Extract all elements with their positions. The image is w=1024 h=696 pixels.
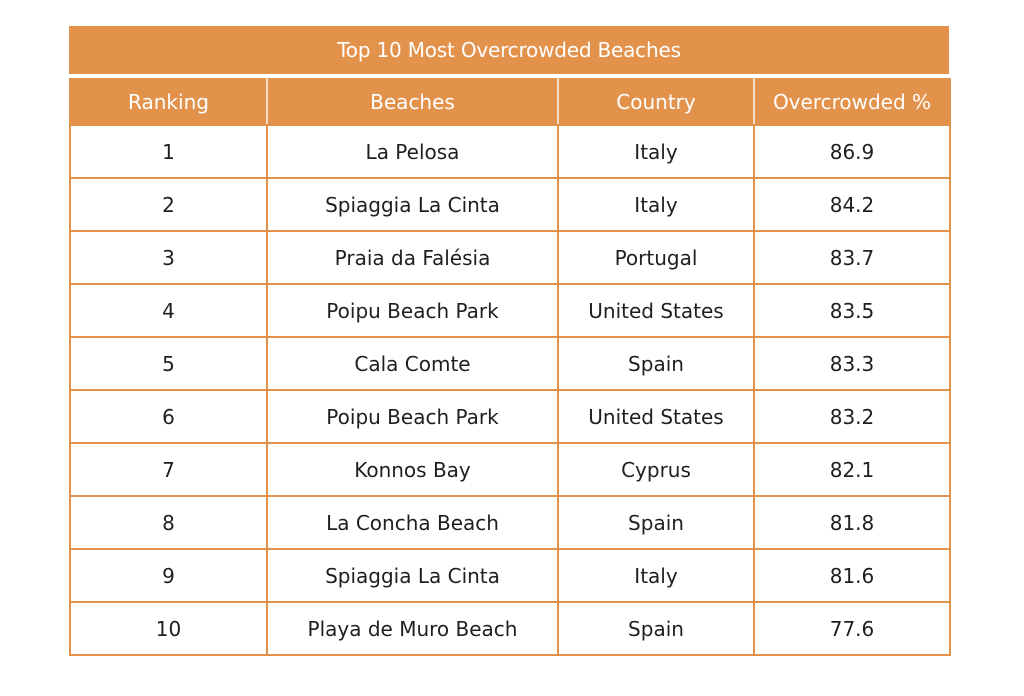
cell-overcrowded: 86.9 xyxy=(753,124,951,179)
table-row: 8 La Concha Beach Spain 81.8 xyxy=(69,495,951,550)
cell-country: Spain xyxy=(557,336,755,391)
cell-beach: Poipu Beach Park xyxy=(266,283,559,338)
cell-beach: Spiaggia La Cinta xyxy=(266,177,559,232)
cell-beach: Konnos Bay xyxy=(266,442,559,497)
table-body: 1 La Pelosa Italy 86.9 2 Spiaggia La Cinta Ita… xyxy=(69,124,951,656)
cell-country: Italy xyxy=(557,124,755,179)
cell-beach: Playa de Muro Beach xyxy=(266,601,559,656)
cell-overcrowded: 84.2 xyxy=(753,177,951,232)
cell-ranking: 2 xyxy=(69,177,268,232)
cell-overcrowded: 77.6 xyxy=(753,601,951,656)
cell-overcrowded: 82.1 xyxy=(753,442,951,497)
cell-ranking: 9 xyxy=(69,548,268,603)
cell-ranking: 7 xyxy=(69,442,268,497)
cell-ranking: 1 xyxy=(69,124,268,179)
cell-beach: Poipu Beach Park xyxy=(266,389,559,444)
table-row: 2 Spiaggia La Cinta Italy 84.2 xyxy=(69,177,951,232)
table-row: 10 Playa de Muro Beach Spain 77.6 xyxy=(69,601,951,656)
header-row: Ranking Beaches Country Overcrowded % xyxy=(69,78,951,126)
cell-ranking: 4 xyxy=(69,283,268,338)
column-header-overcrowded: Overcrowded % xyxy=(753,78,951,126)
cell-ranking: 5 xyxy=(69,336,268,391)
table-row: 1 La Pelosa Italy 86.9 xyxy=(69,124,951,179)
table-row: 7 Konnos Bay Cyprus 82.1 xyxy=(69,442,951,497)
cell-country: United States xyxy=(557,283,755,338)
overcrowded-beaches-table-container: Top 10 Most Overcrowded Beaches Ranking … xyxy=(69,26,951,656)
cell-country: United States xyxy=(557,389,755,444)
table-title: Top 10 Most Overcrowded Beaches xyxy=(69,26,949,74)
cell-overcrowded: 81.8 xyxy=(753,495,951,550)
cell-country: Spain xyxy=(557,495,755,550)
table-row: 3 Praia da Falésia Portugal 83.7 xyxy=(69,230,951,285)
table-row: 5 Cala Comte Spain 83.3 xyxy=(69,336,951,391)
cell-beach: Praia da Falésia xyxy=(266,230,559,285)
cell-overcrowded: 83.3 xyxy=(753,336,951,391)
cell-ranking: 8 xyxy=(69,495,268,550)
cell-country: Italy xyxy=(557,548,755,603)
cell-beach: La Pelosa xyxy=(266,124,559,179)
cell-overcrowded: 81.6 xyxy=(753,548,951,603)
cell-country: Spain xyxy=(557,601,755,656)
table-row: 4 Poipu Beach Park United States 83.5 xyxy=(69,283,951,338)
cell-beach: Spiaggia La Cinta xyxy=(266,548,559,603)
cell-country: Portugal xyxy=(557,230,755,285)
table-row: 9 Spiaggia La Cinta Italy 81.6 xyxy=(69,548,951,603)
cell-overcrowded: 83.2 xyxy=(753,389,951,444)
cell-ranking: 3 xyxy=(69,230,268,285)
cell-beach: La Concha Beach xyxy=(266,495,559,550)
cell-beach: Cala Comte xyxy=(266,336,559,391)
cell-country: Italy xyxy=(557,177,755,232)
cell-ranking: 6 xyxy=(69,389,268,444)
column-header-beaches: Beaches xyxy=(266,78,559,126)
cell-country: Cyprus xyxy=(557,442,755,497)
column-header-ranking: Ranking xyxy=(69,78,268,126)
cell-ranking: 10 xyxy=(69,601,268,656)
cell-overcrowded: 83.7 xyxy=(753,230,951,285)
cell-overcrowded: 83.5 xyxy=(753,283,951,338)
column-header-country: Country xyxy=(557,78,755,126)
table-row: 6 Poipu Beach Park United States 83.2 xyxy=(69,389,951,444)
